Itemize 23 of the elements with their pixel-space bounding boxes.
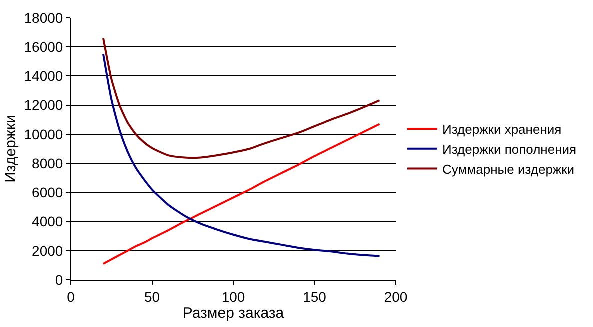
y-axis-title: Издержки	[2, 115, 20, 183]
y-tick-label: 10000	[24, 126, 64, 142]
y-tick-label: 16000	[24, 39, 64, 56]
y-tick-label: 8000	[32, 155, 64, 172]
line-series	[102, 123, 381, 265]
y-tick-label: 2000	[32, 242, 64, 259]
y-tick-label: 18000	[24, 10, 64, 26]
x-tick-label: 0	[67, 288, 76, 305]
y-tick-label: 14000	[24, 68, 64, 84]
legend-label: Суммарные издержки	[442, 162, 575, 177]
y-tick-label: 6000	[32, 184, 64, 201]
x-tick-label: 50	[144, 288, 160, 305]
legend-label: Издержки пополнения	[442, 142, 577, 157]
line-series	[102, 53, 381, 258]
x-axis-title: Размер заказа	[182, 304, 285, 322]
x-tick-label: 150	[303, 288, 327, 305]
y-tick-label: 0	[55, 272, 64, 288]
line-series	[102, 37, 381, 159]
x-tick-label: 200	[384, 288, 408, 305]
y-tick-label: 4000	[32, 214, 64, 230]
legend-label: Издержки хранения	[442, 122, 562, 138]
y-tick-label: 12000	[24, 97, 64, 114]
x-tick-label: 100	[222, 288, 246, 305]
